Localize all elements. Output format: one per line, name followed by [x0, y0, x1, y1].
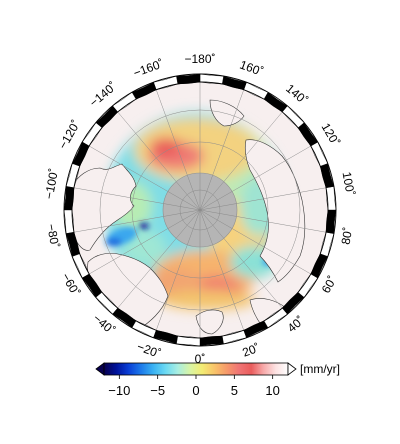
longitude-label: 20˚ [240, 341, 261, 360]
longitude-label: 140˚ [283, 81, 310, 107]
colorbar-tick-label: 5 [231, 383, 238, 398]
longitude-label: −100˚ [42, 167, 61, 200]
longitude-label: 100˚ [340, 171, 358, 197]
longitude-label: −180˚ [184, 52, 215, 66]
longitude-label: 80˚ [339, 226, 356, 246]
longitude-label: −60˚ [59, 271, 83, 299]
pole-hole [162, 172, 238, 248]
map-disc: −160˚ −180˚ 160˚ 140˚ 120˚ 100˚ 80˚ 60˚ 40˚ 20˚ 0˚… [42, 52, 358, 366]
colorbar-max-triangle [287, 362, 297, 376]
colorbar-tick-label: −5 [150, 383, 165, 398]
longitude-label: 60˚ [319, 274, 340, 296]
longitude-label: 40˚ [285, 313, 307, 335]
longitude-label: −80˚ [44, 223, 62, 249]
colorbar-ramp [103, 362, 289, 376]
colorbar: [mm/yr] −10 −5 0 5 10 [95, 362, 340, 398]
colorbar-tick-label: −10 [108, 383, 130, 398]
longitude-label: −160˚ [131, 56, 165, 80]
longitude-label: −20˚ [135, 339, 163, 360]
colorbar-tick-label: 10 [265, 383, 279, 398]
colorbar-ticks: −10 −5 0 5 10 [108, 375, 280, 398]
ocean-trend-field [72, 82, 327, 338]
colorbar-unit-label: [mm/yr] [300, 362, 340, 376]
longitude-label: 0˚ [195, 352, 206, 366]
colorbar-min-triangle [95, 362, 105, 376]
longitude-label: −120˚ [56, 118, 84, 152]
longitude-label: 160˚ [238, 58, 265, 79]
longitude-label: 120˚ [319, 121, 343, 149]
colorbar-tick-label: 0 [192, 383, 199, 398]
